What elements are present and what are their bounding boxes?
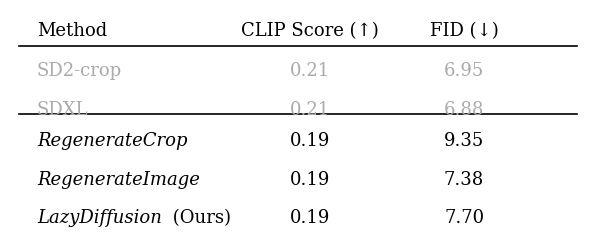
Text: RegenerateImage: RegenerateImage <box>37 171 200 188</box>
Text: FID (↓): FID (↓) <box>430 22 498 40</box>
Text: 6.95: 6.95 <box>444 62 484 80</box>
Text: SD2-crop: SD2-crop <box>37 62 122 80</box>
Text: 9.35: 9.35 <box>444 132 484 150</box>
Text: Method: Method <box>37 22 107 40</box>
Text: LazyDiffusion: LazyDiffusion <box>37 209 162 227</box>
Text: 7.70: 7.70 <box>444 209 484 227</box>
Text: 0.19: 0.19 <box>290 132 330 150</box>
Text: 0.19: 0.19 <box>290 209 330 227</box>
Text: 0.19: 0.19 <box>290 171 330 188</box>
Text: 7.38: 7.38 <box>444 171 484 188</box>
Text: CLIP Score (↑): CLIP Score (↑) <box>241 22 378 40</box>
Text: 0.21: 0.21 <box>290 101 330 119</box>
Text: 6.88: 6.88 <box>444 101 485 119</box>
Text: 0.21: 0.21 <box>290 62 330 80</box>
Text: SDXL: SDXL <box>37 101 88 119</box>
Text: (Ours): (Ours) <box>167 209 231 227</box>
Text: RegenerateCrop: RegenerateCrop <box>37 132 188 150</box>
